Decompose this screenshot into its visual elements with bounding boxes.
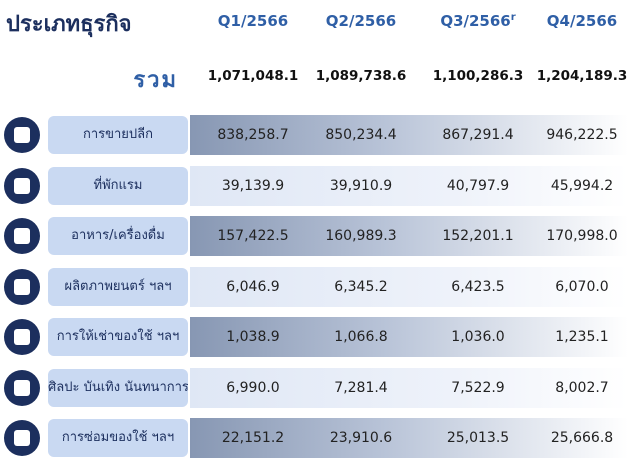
title: ประเภทธุรกิจ	[6, 12, 132, 37]
row: การขายปลีก 838,258.7 850,234.4 867,291.4 946…	[0, 115, 628, 155]
cell-value: 152,201.1	[442, 228, 514, 244]
cell-value: 23,910.6	[329, 430, 393, 446]
cell-value: 1,038.9	[226, 329, 280, 345]
icon	[4, 218, 40, 254]
column-header: Q2/2566	[306, 12, 416, 30]
icon	[4, 117, 40, 153]
cell-value: 45,994.2	[550, 177, 614, 194]
cell-value: 39,139.9	[221, 177, 285, 194]
cell-value: 7,281.4	[334, 379, 388, 396]
row: อาหาร/เครื่องดื่ม 157,422.5 160,989.3 152,2…	[0, 216, 628, 256]
total-value: 1,204,189.3	[536, 68, 628, 84]
row-label: การซ่อมของใช้ ฯลฯ	[48, 419, 188, 457]
row-band	[190, 115, 628, 155]
row-band	[190, 418, 628, 458]
cell-value: 40,797.9	[446, 177, 510, 194]
cell-value: 6,046.9	[226, 278, 280, 295]
cell-value: 170,998.0	[546, 228, 618, 244]
cell-value: 6,070.0	[555, 278, 609, 295]
cell-value: 8,002.7	[555, 379, 609, 396]
row-label: การขายปลีก	[48, 116, 188, 154]
row-label: อาหาร/เครื่องดื่ม	[48, 217, 188, 255]
total-value: 1,100,286.3	[432, 68, 524, 84]
row-band	[190, 216, 628, 256]
cell-value: 850,234.4	[325, 127, 397, 143]
icon	[4, 268, 40, 305]
icon	[4, 319, 40, 355]
icon	[4, 369, 40, 406]
cell-value: 867,291.4	[442, 127, 514, 143]
total-label: รวม	[133, 68, 178, 93]
row-band	[190, 165, 628, 206]
row: ศิลปะ บันเทิง นันทนาการ 6,990.0 7,281.4 7,5…	[0, 367, 628, 408]
icon	[4, 420, 40, 456]
row-band	[190, 367, 628, 408]
row-label: ศิลปะ บันเทิง นันทนาการ	[48, 368, 188, 407]
cell-value: 25,013.5	[446, 430, 510, 446]
row-label: การให้เช่าของใช้ ฯลฯ	[48, 318, 188, 356]
cell-value: 838,258.7	[217, 127, 289, 143]
row-band	[190, 317, 628, 357]
column-label: Q4/2566	[546, 12, 618, 30]
column-header: Q4/2566	[527, 12, 628, 30]
cell-value: 6,345.2	[334, 278, 388, 295]
cell-value: 22,151.2	[221, 430, 285, 446]
row-label: ผลิตภาพยนตร์ ฯลฯ	[48, 267, 188, 306]
column-label: Q1/2566	[217, 12, 289, 30]
total-value: 1,089,738.6	[315, 68, 407, 84]
cell-value: 6,990.0	[226, 379, 280, 396]
icon	[4, 167, 40, 204]
cell-value: 7,522.9	[451, 379, 505, 396]
row: ผลิตภาพยนตร์ ฯลฯ 6,046.9 6,345.2 6,423.5 6,0…	[0, 266, 628, 307]
cell-value: 157,422.5	[217, 228, 289, 244]
column-header: Q1/2566	[198, 12, 308, 30]
cell-value: 39,910.9	[329, 177, 393, 194]
column-header: Q3/2566r	[423, 12, 533, 30]
column-label: Q2/2566	[325, 12, 397, 30]
row: การให้เช่าของใช้ ฯลฯ 1,038.9 1,066.8 1,036.…	[0, 317, 628, 357]
cell-value: 1,235.1	[555, 329, 609, 345]
column-label: Q3/2566	[440, 12, 511, 30]
row: ที่พักแรม 39,139.9 39,910.9 40,797.9 45,994.…	[0, 165, 628, 206]
cell-value: 946,222.5	[546, 127, 618, 143]
cell-value: 1,036.0	[451, 329, 505, 345]
revised-note: r	[510, 12, 516, 23]
cell-value: 160,989.3	[325, 228, 397, 244]
cell-value: 6,423.5	[451, 278, 505, 295]
cell-value: 1,066.8	[334, 329, 388, 345]
row-label: ที่พักแรม	[48, 166, 188, 205]
cell-value: 25,666.8	[550, 430, 614, 446]
total-value: 1,071,048.1	[207, 68, 299, 84]
row: การซ่อมของใช้ ฯลฯ 22,151.2 23,910.6 25,013.…	[0, 418, 628, 458]
row-band	[190, 266, 628, 307]
